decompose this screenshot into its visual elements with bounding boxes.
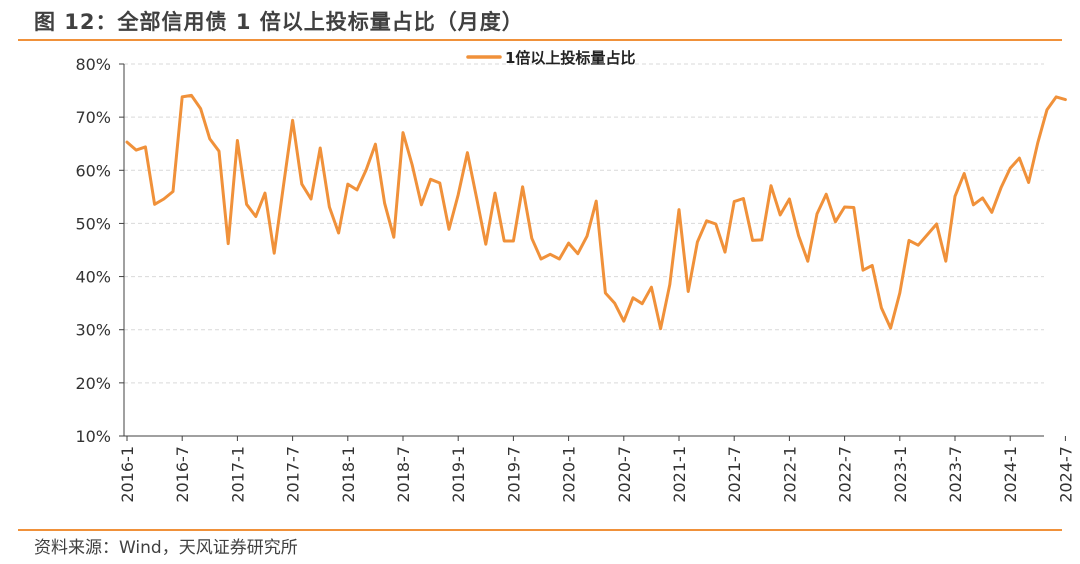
y-tick-label: 60%	[75, 161, 111, 180]
series-line	[125, 93, 1067, 331]
figure-title: 图 12：全部信用债 1 倍以上投标量占比（月度）	[34, 10, 524, 34]
y-tick-label: 50%	[75, 214, 111, 233]
legend: 1倍以上投标量占比	[466, 49, 635, 67]
x-tick-label: 2020-1	[560, 446, 579, 503]
x-tick-label: 2024-7	[1056, 446, 1075, 503]
x-tick-label: 2022-1	[780, 446, 799, 503]
x-tick-label: 2018-7	[394, 446, 413, 503]
y-tick-labels: 10% 20% 30% 40% 50% 60% 70% 80%	[75, 55, 124, 446]
x-tick-label: 2016-1	[118, 446, 137, 503]
title-rule	[18, 39, 1062, 41]
y-tick-label: 10%	[75, 427, 111, 446]
x-tick-label: 2017-1	[228, 446, 247, 503]
legend-label: 1倍以上投标量占比	[505, 49, 635, 67]
source-rule	[18, 529, 1062, 531]
x-tick-label: 2019-7	[504, 446, 523, 503]
x-tick-label: 2016-7	[173, 446, 192, 503]
axes	[123, 64, 1044, 437]
x-tick-label: 2017-7	[284, 446, 303, 503]
y-tick-label: 80%	[75, 55, 111, 74]
x-tick-label: 2021-1	[670, 446, 689, 503]
x-tick-label: 2023-1	[891, 446, 910, 503]
x-tick-labels: 2016-1 2016-7 2017-1 2017-7 2018-1 2018-7 2019…	[118, 436, 1075, 503]
x-tick-label: 2022-7	[836, 446, 855, 503]
series-lines	[125, 93, 1067, 331]
gridlines	[124, 63, 1044, 384]
y-tick-label: 20%	[75, 374, 111, 393]
x-tick-label: 2019-1	[449, 446, 468, 503]
x-tick-label: 2018-1	[339, 446, 358, 503]
y-tick-label: 40%	[75, 268, 111, 287]
y-tick-label: 70%	[75, 108, 111, 127]
x-tick-label: 2024-1	[1001, 446, 1020, 503]
y-tick-label: 30%	[75, 321, 111, 340]
x-tick-label: 2021-7	[725, 446, 744, 503]
x-tick-label: 2023-7	[946, 446, 965, 503]
source-note: 资料来源：Wind，天风证券研究所	[34, 538, 298, 558]
x-tick-label: 2020-7	[615, 446, 634, 503]
